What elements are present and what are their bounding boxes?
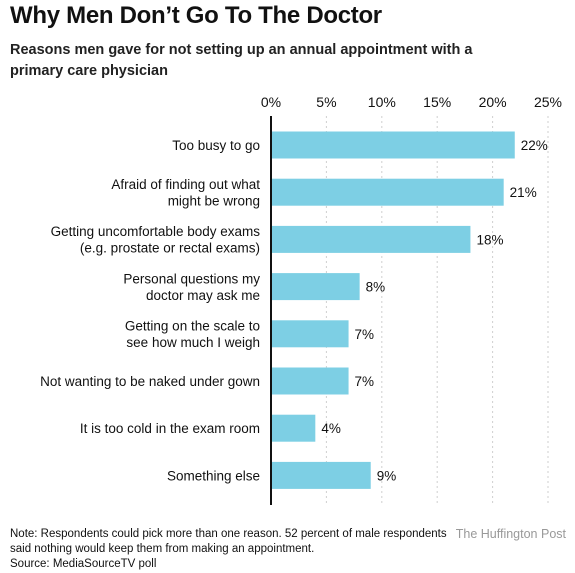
- value-label-3: 8%: [366, 280, 386, 295]
- chart-title: Why Men Don’t Go To The Doctor: [10, 2, 382, 29]
- bar-5: [271, 367, 349, 395]
- value-label-7: 9%: [377, 468, 397, 483]
- category-label-6-0: It is too cold in the exam room: [80, 421, 260, 436]
- chart-subtitle: Reasons men gave for not setting up an a…: [10, 42, 473, 79]
- note-line-1: Note: Respondents could pick more than o…: [10, 528, 447, 540]
- note-line-2: said nothing would keep them from making…: [10, 543, 315, 555]
- bar-4: [271, 320, 349, 348]
- bar-3: [271, 273, 360, 301]
- value-label-0: 22%: [521, 138, 548, 153]
- category-label-0-0: Too busy to go: [172, 138, 260, 153]
- x-tick-label-20: 20%: [479, 94, 507, 110]
- bar-2: [271, 225, 471, 253]
- category-label-4-0: Getting on the scale to: [125, 319, 260, 334]
- x-tick-label-0: 0%: [261, 94, 281, 110]
- value-label-2: 18%: [476, 232, 503, 247]
- footnote: Note: Respondents could pick more than o…: [10, 527, 450, 572]
- category-label-5-0: Not wanting to be naked under gown: [40, 374, 260, 389]
- bar-1: [271, 178, 504, 206]
- category-label-2-1: (e.g. prostate or rectal exams): [80, 241, 260, 256]
- x-tick-label-15: 15%: [423, 94, 451, 110]
- category-label-1-0: Afraid of finding out what: [111, 177, 260, 192]
- x-tick-label-10: 10%: [368, 94, 396, 110]
- category-label-7-0: Something else: [167, 468, 260, 483]
- bar-chart: 0% 5% 10% 15% 20% 25% 22% Too busy to go 21% Afra…: [40, 94, 562, 505]
- value-label-4: 7%: [355, 327, 375, 342]
- value-label-6: 4%: [321, 421, 341, 436]
- value-label-5: 7%: [355, 374, 375, 389]
- bar-0: [271, 131, 515, 159]
- value-label-1: 21%: [510, 185, 537, 200]
- x-tick-label-25: 25%: [534, 94, 562, 110]
- source-line: Source: MediaSourceTV poll: [10, 558, 157, 570]
- category-label-2-0: Getting uncomfortable body exams: [51, 224, 261, 239]
- category-label-3-0: Personal questions my: [123, 271, 260, 286]
- category-label-1-1: might be wrong: [168, 193, 260, 208]
- category-label-4-1: see how much I weigh: [126, 335, 260, 350]
- bar-7: [271, 461, 371, 489]
- publisher-credit: The Huffington Post: [455, 527, 566, 541]
- x-tick-label-5: 5%: [316, 94, 336, 110]
- category-label-3-1: doctor may ask me: [146, 288, 260, 303]
- bar-6: [271, 414, 316, 442]
